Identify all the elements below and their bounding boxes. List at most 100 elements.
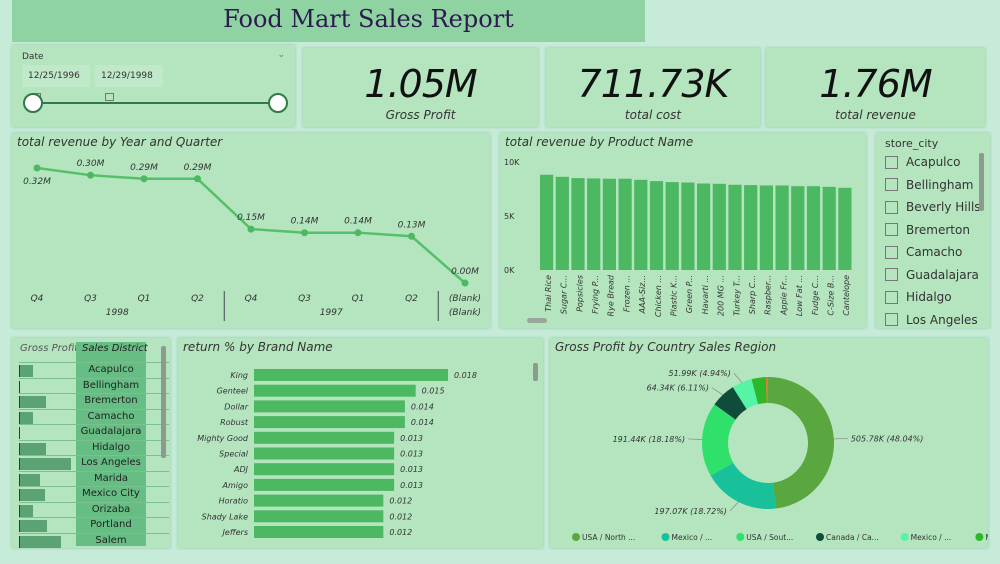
- start-date-value: 12/25/1996: [28, 71, 80, 81]
- data-label: 0.014: [411, 402, 434, 411]
- gross-profit-bar: [19, 458, 71, 470]
- label-leader: [729, 501, 739, 512]
- range-end-handle[interactable]: [268, 93, 288, 113]
- data-label: 0.012: [389, 512, 412, 521]
- bar: [712, 183, 726, 270]
- bar: [254, 369, 448, 381]
- table-row[interactable]: Salem: [19, 532, 169, 549]
- column-header-gross-profit[interactable]: Gross Profit: [20, 343, 79, 354]
- legend-item: USA / North ...: [582, 533, 635, 542]
- data-label: 191.44K (18.18%): [613, 435, 686, 444]
- x-tick-label: Havarti ...: [701, 275, 710, 314]
- checkbox[interactable]: [885, 200, 898, 214]
- table-row[interactable]: Los Angeles: [19, 455, 169, 471]
- chevron-down-icon[interactable]: ⌄: [277, 50, 285, 60]
- data-label: 0.015: [422, 387, 445, 396]
- x-tick-label: Sharp C...: [748, 275, 757, 314]
- table-row[interactable]: Bellingham: [19, 377, 169, 394]
- x-tick-label: 200 MG ...: [717, 275, 726, 316]
- gross-profit-bar: [19, 365, 33, 377]
- vertical-scrollbar[interactable]: [979, 153, 984, 211]
- bar: [822, 186, 836, 270]
- category-label: Horatio: [219, 497, 248, 506]
- table-row[interactable]: Portland: [19, 517, 169, 533]
- table-row[interactable]: Marida: [19, 470, 169, 487]
- bar: [728, 184, 742, 270]
- gross-profit-bar: [19, 442, 47, 455]
- checkbox[interactable]: [885, 178, 898, 192]
- sales-district-cell: Portland: [90, 519, 132, 530]
- data-label: 0.13M: [398, 220, 426, 230]
- date-range-track[interactable]: [42, 102, 277, 104]
- table-row[interactable]: Hidalgo: [19, 439, 169, 456]
- kpi-value: 711.73K: [577, 62, 730, 106]
- bar: [254, 384, 416, 397]
- vertical-scrollbar[interactable]: [533, 363, 538, 381]
- horizontal-scrollbar[interactable]: [527, 318, 547, 323]
- data-point: [461, 279, 469, 287]
- option-label: Los Angeles: [906, 312, 978, 327]
- store-city-option[interactable]: Bremerton: [885, 219, 985, 242]
- x-tick-label: Q1: [352, 294, 365, 304]
- y-tick-label: 5K: [504, 212, 515, 221]
- table-row[interactable]: Mexico City: [19, 486, 169, 502]
- store-city-option[interactable]: Beverly Hills: [885, 196, 985, 219]
- checkbox[interactable]: [885, 313, 898, 327]
- bar: [254, 400, 405, 413]
- table-row[interactable]: Acapulco: [19, 362, 169, 378]
- range-start-handle[interactable]: [23, 93, 43, 113]
- checkbox[interactable]: [885, 155, 898, 169]
- table-row[interactable]: Camacho: [19, 408, 169, 425]
- x-tick-label: C-Size B...: [826, 275, 835, 316]
- chart-title: return % by Brand Name: [183, 340, 333, 354]
- legend-marker: [736, 533, 745, 541]
- kpi-label: Gross Profit: [385, 108, 456, 122]
- option-label: Beverly Hills: [906, 200, 981, 215]
- store-city-option[interactable]: Hidalgo: [885, 286, 985, 309]
- x-tick-label: Low Fat ...: [795, 275, 804, 316]
- table-row[interactable]: Bremerton: [19, 393, 169, 409]
- bar: [634, 179, 648, 270]
- gross-profit-bar: [19, 489, 45, 501]
- table-row[interactable]: Orizaba: [19, 501, 169, 518]
- checkbox[interactable]: [885, 290, 898, 304]
- kpi-label: total revenue: [835, 108, 916, 122]
- store-city-option[interactable]: Guadalajara: [885, 264, 985, 287]
- option-label: Bellingham: [906, 177, 974, 192]
- data-point: [87, 171, 94, 179]
- legend-marker: [572, 533, 580, 541]
- checkbox[interactable]: [885, 245, 898, 259]
- checkbox[interactable]: [885, 268, 898, 282]
- bar: [744, 185, 758, 270]
- x-tick-label: Frozen ...: [622, 275, 631, 312]
- x-tick-label: (Blank): [449, 294, 481, 304]
- end-date-input[interactable]: 12/29/1998: [95, 65, 163, 101]
- data-label: 0.29M: [184, 163, 212, 173]
- sales-district-cell: Mexico City: [82, 488, 140, 499]
- data-point: [354, 229, 362, 237]
- legend-item: Canada / Ca...: [826, 533, 879, 542]
- bar: [254, 510, 384, 523]
- label-leader: [733, 372, 743, 383]
- calendar-icon: [105, 93, 114, 101]
- sales-district-cell: Los Angeles: [81, 457, 141, 468]
- legend-item: Mexico / ...: [672, 533, 713, 542]
- store-city-option[interactable]: Acapulco: [885, 151, 985, 174]
- x-tick-label: Popsicles: [575, 275, 584, 312]
- sales-district-cell: Camacho: [87, 410, 135, 422]
- checkbox[interactable]: [885, 223, 898, 237]
- bar: [838, 187, 852, 270]
- label-leader: [833, 437, 848, 440]
- gross-profit-bar: [19, 520, 48, 532]
- store-city-option[interactable]: Los Angeles: [885, 309, 985, 329]
- vertical-scrollbar[interactable]: [161, 346, 166, 458]
- table-row[interactable]: Guadalajara: [19, 424, 169, 440]
- donut-slice: [710, 462, 777, 509]
- store-city-option[interactable]: Bellingham: [885, 174, 985, 197]
- data-point: [194, 175, 201, 183]
- column-header-sales-district[interactable]: Sales District: [82, 343, 148, 354]
- start-date-input[interactable]: 12/25/1996: [22, 65, 90, 101]
- store-city-option[interactable]: Camacho: [885, 241, 985, 264]
- category-label: Dollar: [224, 402, 248, 411]
- kpi-value: 1.05M: [364, 62, 477, 106]
